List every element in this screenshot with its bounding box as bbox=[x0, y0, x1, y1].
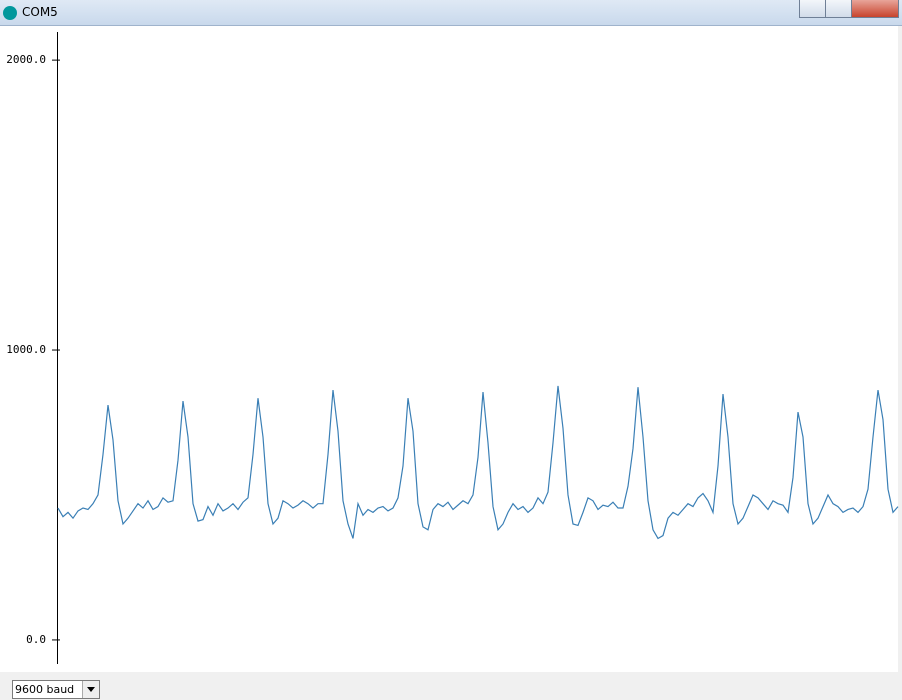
plot-area: 0.0 1000.0 2000.0 bbox=[0, 26, 902, 672]
close-button[interactable] bbox=[851, 0, 899, 18]
y-tick-label: 2000.0 bbox=[6, 53, 46, 66]
right-border bbox=[898, 26, 902, 672]
dropdown-arrow[interactable] bbox=[82, 681, 99, 698]
bottom-bar: 9600 baud bbox=[0, 672, 902, 700]
maximize-button[interactable] bbox=[825, 0, 852, 18]
window-title: COM5 bbox=[22, 5, 58, 19]
y-tick-label: 0.0 bbox=[26, 633, 46, 646]
app-icon bbox=[3, 6, 17, 20]
title-bar: COM5 bbox=[0, 0, 902, 26]
minimize-button[interactable] bbox=[799, 0, 826, 18]
chart: 0.0 1000.0 2000.0 bbox=[6, 26, 902, 672]
data-line bbox=[57, 385, 899, 540]
y-tick-label: 1000.0 bbox=[6, 343, 46, 356]
baud-select[interactable]: 9600 baud bbox=[12, 680, 100, 699]
baud-label: 9600 baud bbox=[15, 683, 75, 696]
